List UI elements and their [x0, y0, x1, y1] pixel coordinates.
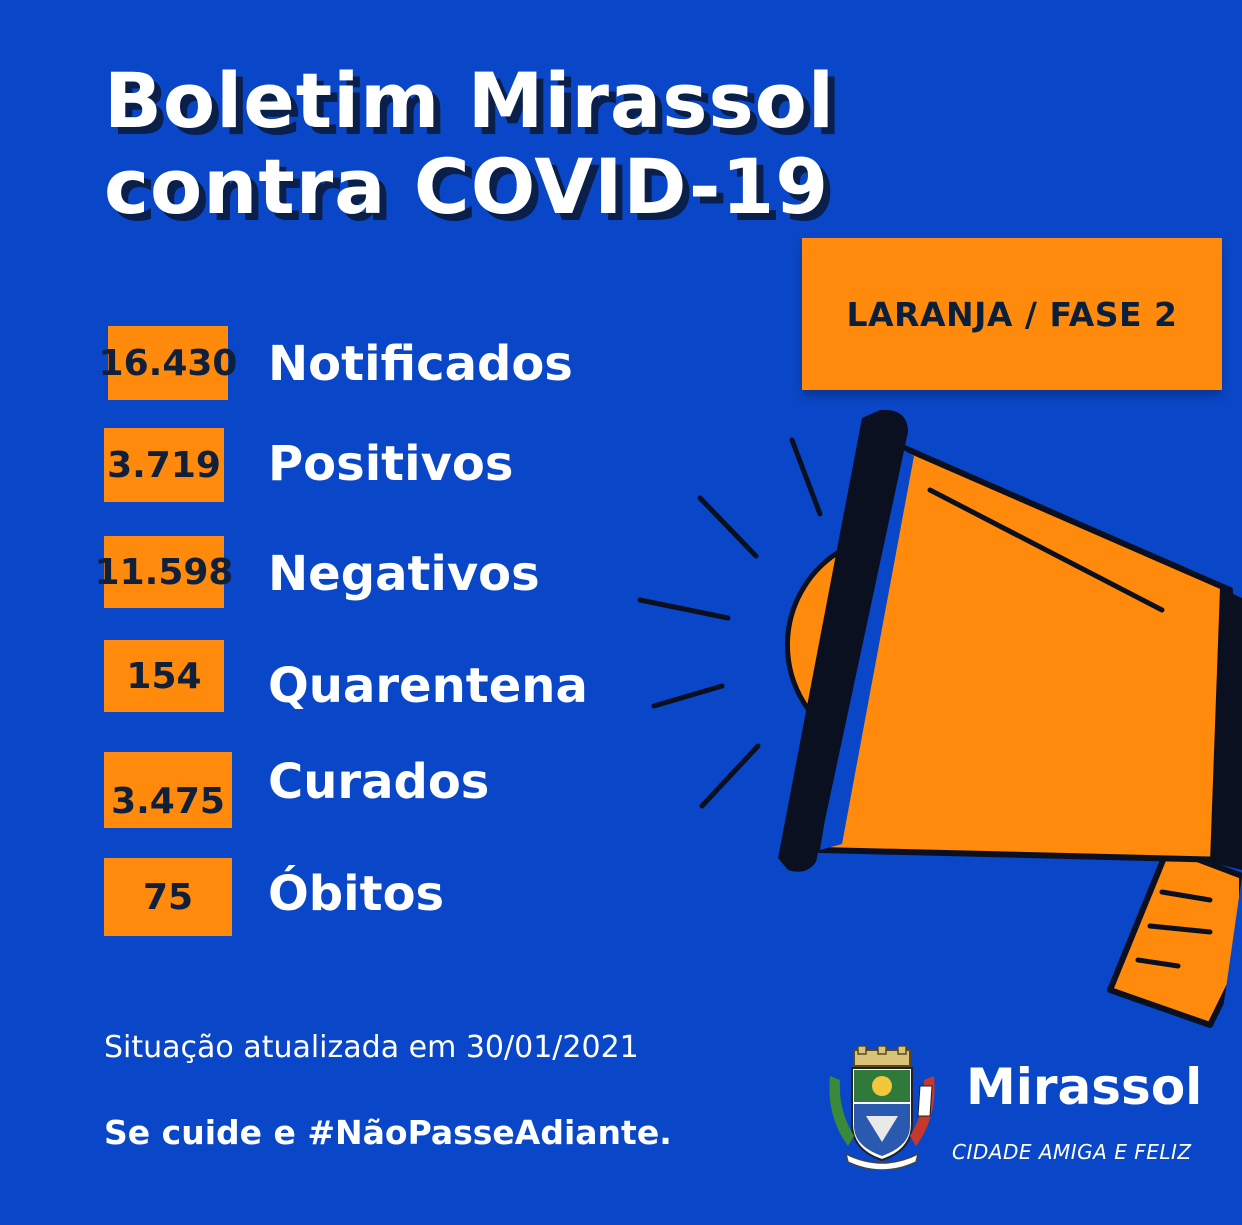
update-date: Situação atualizada em 30/01/2021 [104, 1030, 639, 1065]
stat-label: Óbitos [268, 866, 445, 922]
stat-value: 154 [104, 640, 224, 712]
stat-value: 11.598 [95, 536, 233, 608]
brand-slogan: CIDADE AMIGA E FELIZ [952, 1140, 1192, 1164]
stat-value: 75 [104, 858, 232, 936]
stat-value: 3.719 [104, 428, 224, 502]
title-line-2: contra COVID-19 [104, 142, 830, 231]
stat-value-text: 3.475 [111, 781, 225, 822]
stat-label: Positivos [268, 436, 514, 492]
phase-badge: LARANJA / FASE 2 [802, 238, 1222, 390]
stat-value: 16.430 [99, 326, 237, 400]
hashtag-message: Se cuide e #NãoPasseAdiante. [104, 1113, 672, 1152]
stat-label: Quarentena [268, 658, 588, 714]
megaphone-icon [637, 409, 1242, 1030]
stat-label: Notificados [268, 336, 573, 392]
stat-label: Curados [268, 754, 490, 810]
stat-label: Negativos [268, 546, 540, 602]
phase-label: LARANJA / FASE 2 [846, 294, 1178, 334]
bulletin-title: Boletim Mirassol contra COVID-19 [104, 58, 835, 230]
city-crest-icon [829, 1046, 935, 1170]
title-line-1: Boletim Mirassol [104, 56, 835, 145]
stat-value: 3.475 [104, 752, 232, 828]
brand-name: Mirassol [966, 1058, 1203, 1116]
